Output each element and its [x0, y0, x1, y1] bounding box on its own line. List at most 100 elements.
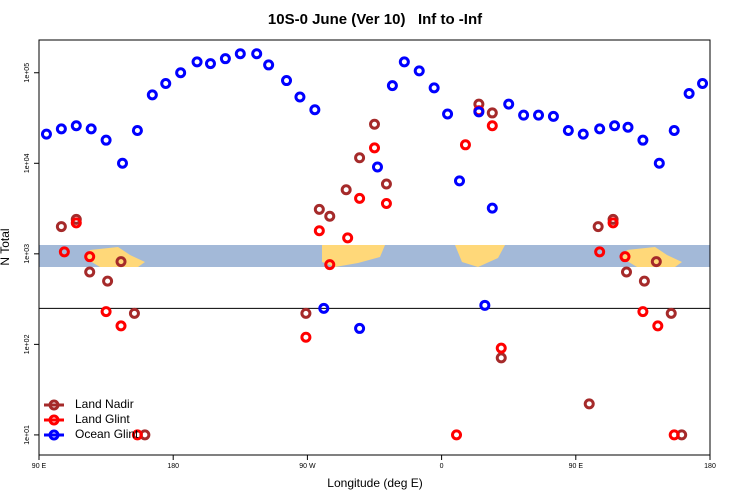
- point: [486, 202, 498, 214]
- x-tick-label: 90 W: [299, 463, 316, 470]
- x-tick-label: 180: [167, 463, 179, 470]
- point: [577, 128, 589, 140]
- x-tick-label: 0: [440, 463, 444, 470]
- point: [495, 342, 507, 354]
- point: [650, 256, 662, 268]
- x-tick-label: 90 E: [32, 463, 47, 470]
- point: [294, 91, 306, 103]
- point: [85, 123, 97, 135]
- y-tick-label: 1e+03: [24, 244, 31, 264]
- point: [84, 251, 96, 263]
- point: [683, 87, 695, 99]
- point: [479, 299, 491, 311]
- point: [204, 58, 216, 70]
- point: [354, 192, 366, 204]
- point: [281, 75, 293, 87]
- map-strip: [39, 245, 710, 267]
- point: [342, 232, 354, 244]
- plot-frame: [38, 39, 711, 456]
- point: [398, 56, 410, 68]
- point: [115, 320, 127, 332]
- point: [637, 306, 649, 318]
- point: [380, 178, 392, 190]
- y-tick-label: 1e+02: [24, 334, 31, 354]
- point: [175, 67, 187, 79]
- y-tick-label: 1e+01: [24, 425, 31, 445]
- point: [354, 152, 366, 164]
- legend-label: Ocean Glint: [75, 427, 139, 441]
- point: [592, 221, 604, 233]
- point: [100, 306, 112, 318]
- chart-title: 10S-0 June (Ver 10) Inf to -Inf: [268, 11, 483, 28]
- point: [234, 48, 246, 60]
- legend-label: Land Nadir: [75, 397, 134, 411]
- point: [251, 48, 263, 60]
- legend-marker: [48, 429, 60, 441]
- point: [55, 123, 67, 135]
- point: [495, 352, 507, 364]
- x-axis-label: Longitude (deg E): [327, 476, 422, 490]
- x-tick-label: 180: [704, 463, 716, 470]
- point: [622, 121, 634, 133]
- point: [518, 109, 530, 121]
- point: [128, 307, 140, 319]
- point: [146, 89, 158, 101]
- point: [160, 78, 172, 90]
- point: [55, 221, 67, 233]
- point: [594, 123, 606, 135]
- point: [473, 106, 485, 118]
- legend-label: Land Glint: [75, 412, 130, 426]
- point: [453, 175, 465, 187]
- point: [324, 210, 336, 222]
- point: [620, 266, 632, 278]
- point: [340, 184, 352, 196]
- point: [668, 429, 680, 441]
- point: [131, 125, 143, 137]
- y-axis-label: N Total: [0, 228, 12, 265]
- point: [583, 398, 595, 410]
- point: [619, 251, 631, 263]
- point: [413, 65, 425, 77]
- point: [117, 157, 129, 169]
- point: [653, 157, 665, 169]
- point: [300, 331, 312, 343]
- point: [102, 275, 114, 287]
- point: [428, 82, 440, 94]
- point: [652, 320, 664, 332]
- point: [486, 107, 498, 119]
- point: [386, 80, 398, 92]
- point: [442, 108, 454, 120]
- point: [70, 120, 82, 132]
- point: [380, 197, 392, 209]
- point: [40, 128, 52, 140]
- y-tick-label: 1e+05: [24, 63, 31, 83]
- point: [486, 120, 498, 132]
- point: [324, 259, 336, 271]
- point: [369, 142, 380, 154]
- legend-marker: [48, 414, 60, 426]
- x-tick-label: 90 E: [569, 463, 584, 470]
- point: [191, 56, 203, 68]
- legend-marker: [48, 399, 60, 411]
- point: [263, 59, 275, 71]
- point: [313, 225, 325, 237]
- point: [594, 246, 606, 258]
- point: [637, 134, 649, 146]
- point: [318, 302, 330, 314]
- point: [70, 217, 82, 229]
- point: [697, 78, 709, 90]
- point: [354, 322, 366, 334]
- point: [668, 125, 680, 137]
- point: [369, 118, 380, 130]
- point: [309, 104, 321, 116]
- point: [313, 203, 325, 215]
- point: [451, 429, 463, 441]
- point: [58, 246, 70, 258]
- point: [84, 266, 96, 278]
- y-tick-label: 1e+04: [24, 153, 31, 173]
- point: [300, 307, 312, 319]
- point: [459, 139, 471, 151]
- point: [100, 134, 112, 146]
- point: [503, 98, 515, 110]
